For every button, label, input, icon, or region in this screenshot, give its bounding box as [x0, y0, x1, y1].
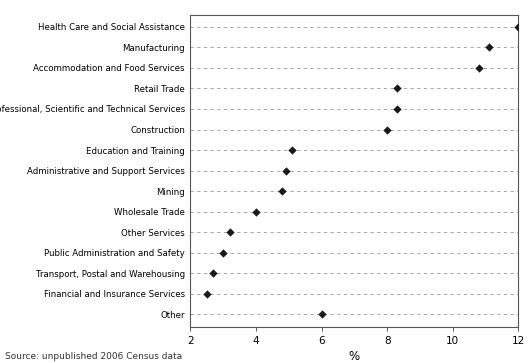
Point [514, 24, 523, 30]
Point [393, 106, 402, 112]
Point [281, 168, 290, 174]
Point [219, 250, 227, 256]
Point [485, 45, 493, 50]
Point [383, 127, 391, 132]
Point [393, 86, 402, 91]
Point [209, 270, 217, 276]
Point [288, 147, 296, 153]
Point [225, 229, 234, 235]
Point [475, 65, 484, 71]
X-axis label: %: % [349, 350, 360, 363]
Point [317, 311, 326, 317]
Text: Source: unpublished 2006 Census data: Source: unpublished 2006 Census data [5, 352, 183, 361]
Point [252, 209, 260, 215]
Point [203, 291, 211, 297]
Point [278, 188, 287, 194]
